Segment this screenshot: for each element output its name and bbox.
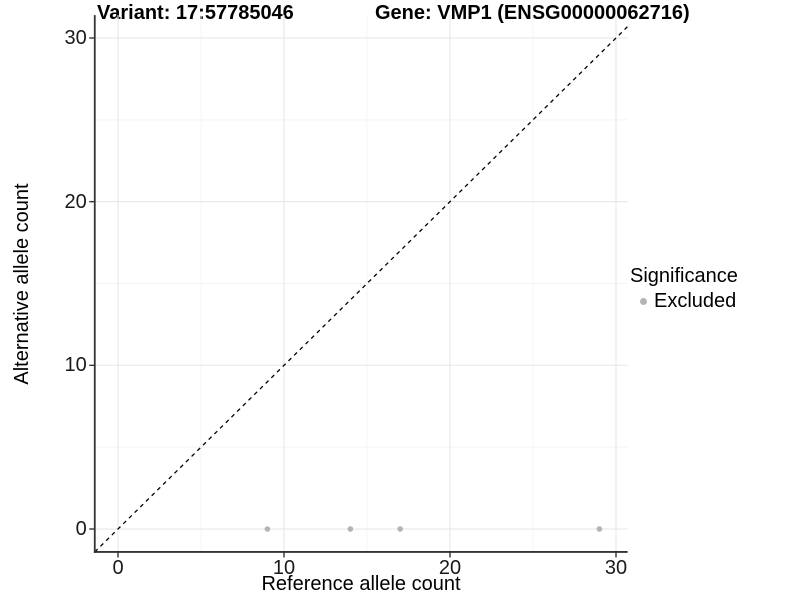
- data-point: [596, 526, 603, 532]
- legend-marker-excluded-icon: [640, 298, 647, 305]
- variant-title: Variant: 17:57785046: [97, 2, 294, 24]
- x-tick-label: 30: [604, 556, 628, 579]
- data-point: [264, 526, 271, 532]
- data-point: [397, 526, 404, 532]
- y-tick-label: 10: [64, 354, 87, 377]
- x-tick-label: 0: [112, 556, 124, 579]
- legend-item-label: Excluded: [654, 290, 737, 312]
- x-axis-title: Reference allele count: [261, 573, 461, 595]
- y-axis-title: Alternative allele count: [11, 183, 33, 385]
- x-tick-label: 10: [272, 556, 296, 579]
- legend: Significance Excluded: [630, 265, 738, 313]
- y-tick-label: 0: [75, 518, 87, 540]
- legend-title: Significance: [630, 265, 738, 287]
- data-point: [347, 526, 354, 532]
- legend-item-excluded: Excluded: [630, 290, 738, 313]
- identity-line: [94, 26, 629, 553]
- y-tick-label: 30: [64, 26, 87, 49]
- y-tick-label: 20: [64, 190, 87, 213]
- x-tick-label: 20: [438, 556, 462, 579]
- gene-title: Gene: VMP1 (ENSG00000062716): [375, 2, 690, 24]
